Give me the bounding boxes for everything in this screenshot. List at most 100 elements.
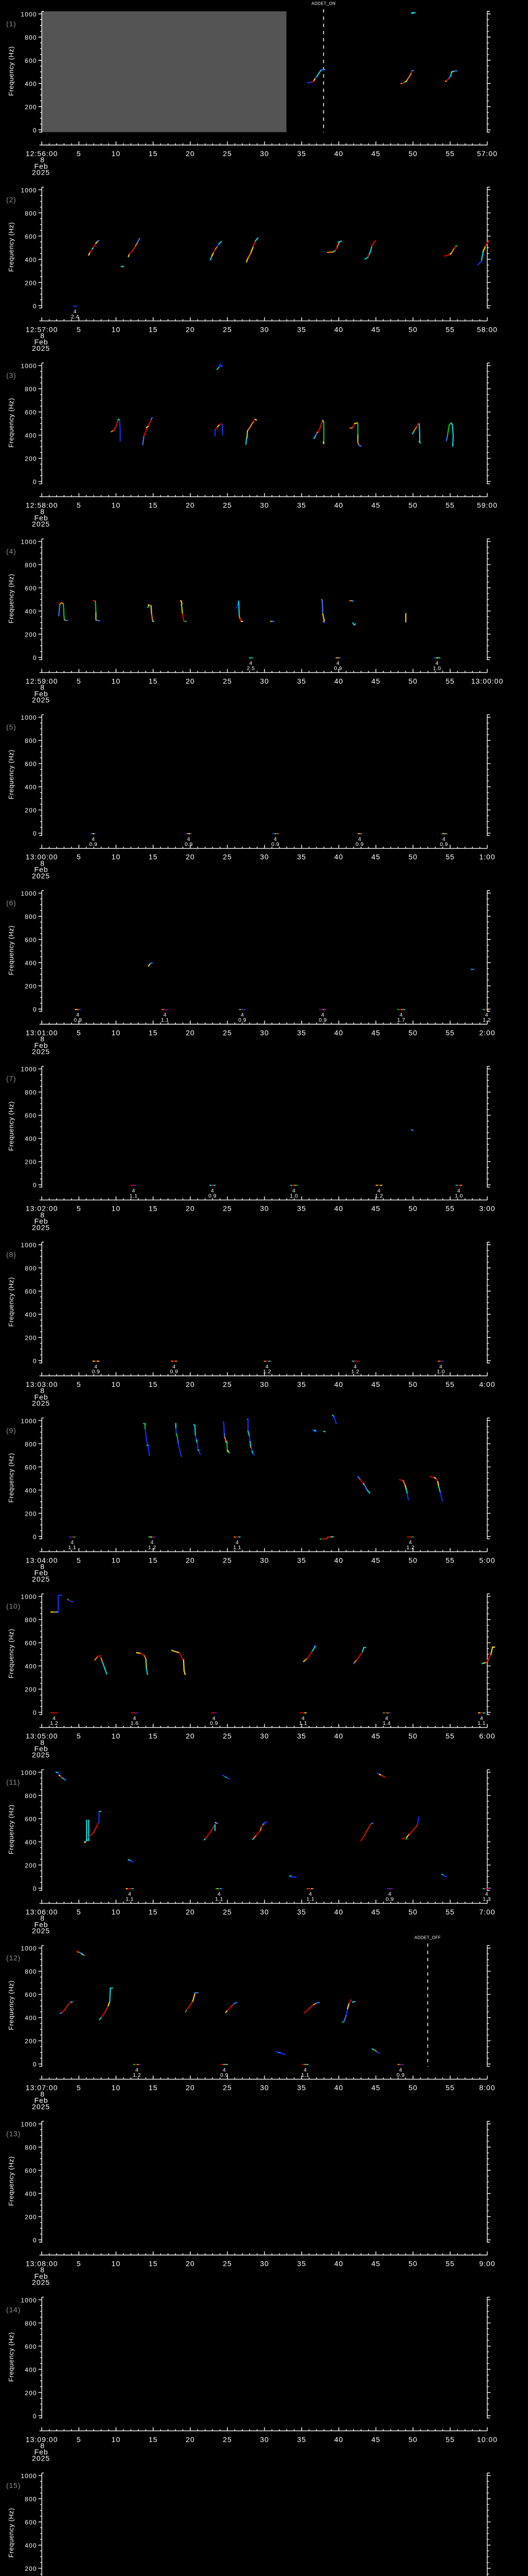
svg-text:1.1: 1.1	[126, 1896, 134, 1903]
svg-text:400: 400	[25, 1487, 37, 1494]
svg-text:Frequency (Hz): Frequency (Hz)	[7, 398, 15, 448]
svg-text:0.9: 0.9	[210, 1720, 218, 1726]
svg-text:50: 50	[408, 1380, 418, 1388]
svg-text:40: 40	[334, 2260, 343, 2268]
svg-text:400: 400	[25, 1311, 37, 1318]
svg-text:25: 25	[223, 1029, 232, 1037]
svg-text:40: 40	[334, 1732, 343, 1740]
svg-text:0: 0	[33, 2237, 37, 2244]
svg-text:0: 0	[33, 302, 37, 310]
svg-text:Frequency (Hz): Frequency (Hz)	[7, 925, 15, 975]
svg-text:800: 800	[25, 210, 37, 217]
svg-text:2025: 2025	[32, 1047, 50, 1056]
svg-text:2025: 2025	[32, 1927, 50, 1935]
svg-text:ADDET_ON: ADDET_ON	[311, 2, 336, 6]
svg-text:0: 0	[33, 1709, 37, 1717]
svg-text:4: 4	[94, 1364, 97, 1370]
svg-text:1.3: 1.3	[483, 1896, 491, 1903]
svg-text:0: 0	[33, 1358, 37, 1365]
svg-text:0: 0	[33, 2413, 37, 2420]
svg-text:(6): (6)	[6, 899, 16, 907]
svg-text:40: 40	[334, 1029, 343, 1037]
svg-text:12:56:00: 12:56:00	[26, 149, 58, 158]
svg-text:1000: 1000	[21, 2121, 37, 2128]
svg-text:5: 5	[77, 501, 81, 510]
svg-text:20: 20	[186, 1908, 195, 1916]
svg-text:200: 200	[25, 983, 37, 990]
svg-text:35: 35	[297, 2435, 306, 2444]
svg-text:15: 15	[148, 1029, 158, 1037]
svg-text:50: 50	[408, 2435, 418, 2444]
svg-text:Feb: Feb	[34, 162, 48, 170]
svg-text:1.0: 1.0	[437, 1369, 445, 1375]
svg-text:13:02:00: 13:02:00	[26, 1205, 58, 1213]
svg-text:(11): (11)	[6, 1778, 20, 1786]
svg-text:200: 200	[25, 1159, 37, 1166]
svg-text:55: 55	[446, 2083, 455, 2092]
svg-text:4: 4	[128, 1891, 131, 1897]
svg-text:0.9: 0.9	[238, 1017, 246, 1023]
svg-text:8:00: 8:00	[479, 2083, 495, 2092]
svg-text:1.1: 1.1	[215, 1896, 223, 1903]
svg-text:1000: 1000	[21, 2472, 37, 2480]
svg-text:10: 10	[111, 1732, 121, 1740]
svg-text:1000: 1000	[21, 538, 37, 546]
svg-text:13:05:00: 13:05:00	[26, 1732, 58, 1740]
svg-text:600: 600	[25, 409, 37, 416]
svg-text:Frequency (Hz): Frequency (Hz)	[7, 750, 15, 800]
svg-text:1.2: 1.2	[375, 1193, 383, 1199]
svg-text:4: 4	[309, 1891, 312, 1897]
svg-text:400: 400	[25, 2366, 37, 2374]
svg-text:0.9: 0.9	[89, 841, 97, 848]
svg-text:15: 15	[148, 1380, 158, 1388]
svg-text:(15): (15)	[6, 2481, 21, 2489]
svg-text:1000: 1000	[21, 1417, 37, 1425]
svg-text:4: 4	[132, 1188, 135, 1194]
svg-text:600: 600	[25, 2167, 37, 2175]
svg-text:Frequency (Hz): Frequency (Hz)	[7, 1277, 15, 1327]
svg-text:1.2: 1.2	[483, 1017, 491, 1023]
svg-text:12:58:00: 12:58:00	[26, 501, 58, 510]
svg-text:30: 30	[260, 325, 269, 333]
svg-text:6:00: 6:00	[479, 1732, 495, 1740]
svg-text:50: 50	[408, 1732, 418, 1740]
svg-text:1.1: 1.1	[477, 1720, 486, 1726]
svg-text:13:09:00: 13:09:00	[26, 2435, 58, 2444]
svg-text:800: 800	[25, 2496, 37, 2503]
svg-text:8: 8	[40, 2266, 45, 2274]
svg-text:12:57:00: 12:57:00	[26, 325, 58, 333]
svg-text:2025: 2025	[32, 1575, 50, 1583]
svg-text:55: 55	[446, 2435, 455, 2444]
svg-text:1.0: 1.0	[455, 1193, 463, 1199]
svg-text:10: 10	[111, 853, 121, 861]
svg-text:10: 10	[111, 2260, 121, 2268]
svg-text:3:00: 3:00	[479, 1205, 495, 1213]
svg-text:1000: 1000	[21, 1066, 37, 1073]
svg-text:25: 25	[223, 1556, 232, 1564]
svg-text:35: 35	[297, 149, 306, 158]
svg-text:15: 15	[148, 501, 158, 510]
svg-text:Frequency (Hz): Frequency (Hz)	[7, 222, 15, 272]
svg-text:(12): (12)	[6, 1954, 21, 1962]
svg-text:10: 10	[111, 1556, 121, 1564]
svg-text:1.2: 1.2	[406, 1545, 415, 1551]
svg-text:15: 15	[148, 1205, 158, 1213]
svg-text:35: 35	[297, 325, 306, 333]
svg-text:30: 30	[260, 149, 269, 158]
svg-text:13:00:00: 13:00:00	[26, 853, 58, 861]
svg-text:2025: 2025	[32, 168, 50, 177]
svg-text:(7): (7)	[6, 1075, 16, 1083]
svg-text:45: 45	[371, 149, 381, 158]
svg-text:15: 15	[148, 677, 158, 685]
svg-text:600: 600	[25, 937, 37, 944]
svg-text:8: 8	[40, 859, 45, 867]
svg-text:4: 4	[236, 1539, 239, 1546]
svg-text:ADDET_OFF: ADDET_OFF	[415, 1936, 441, 1940]
svg-text:2.5: 2.5	[247, 666, 255, 672]
svg-text:0: 0	[33, 1182, 37, 1189]
svg-text:200: 200	[25, 2565, 37, 2572]
svg-text:55: 55	[446, 1732, 455, 1740]
svg-text:10: 10	[111, 325, 121, 333]
svg-text:600: 600	[25, 1640, 37, 1647]
svg-text:4: 4	[388, 1891, 391, 1897]
